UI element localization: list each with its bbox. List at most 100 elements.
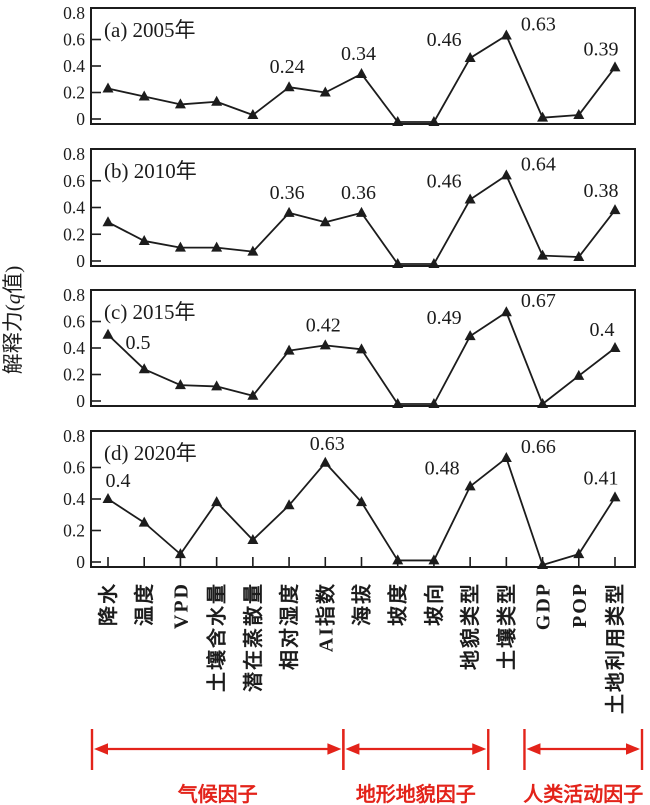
x-category-label: 土壤含水量 [205,582,229,692]
data-point-marker [573,250,585,261]
panel-a-frame [90,7,636,125]
data-point-marker [319,216,331,227]
data-point-marker [138,516,150,527]
x-category-label: 海拔 [350,582,374,626]
data-point-marker [464,52,476,63]
x-category-label: 温度 [132,582,156,626]
y-tick-label: 0.4 [63,56,85,76]
group-arrow-head-left [345,743,360,755]
data-point-marker [102,216,114,227]
data-point-marker [283,344,295,355]
y-tick-label: 0.6 [63,171,85,191]
data-point-marker [319,86,331,97]
value-annotation: 0.36 [270,182,305,204]
data-point-marker [211,380,223,391]
y-axis-title: 解释力(q值) [1,266,25,375]
y-tick-label: 0.2 [63,83,85,103]
x-category-label: 相对湿度 [277,582,301,670]
y-tick-label: 0.8 [63,285,85,305]
data-point-marker [247,245,259,256]
x-category-label: 土壤类型 [494,582,518,670]
value-annotation: 0.42 [306,314,341,336]
data-point-marker [211,95,223,106]
data-point-marker [573,548,585,559]
data-point-marker [609,491,621,502]
data-point-marker [428,116,440,126]
data-point-marker [537,398,549,408]
value-annotation: 0.64 [521,153,556,175]
x-category-label: GDP [533,582,555,630]
value-annotation: 0.41 [584,467,619,489]
value-annotation: 0.66 [521,436,556,458]
data-point-marker [319,339,331,350]
data-point-marker [500,452,512,463]
panel-b-title: (b) 2010年 [104,159,197,183]
data-point-marker [138,363,150,374]
data-point-marker [102,328,114,339]
x-category-label: VPD [170,582,192,629]
data-point-marker [500,306,512,317]
x-category-label: AI指数 [313,582,337,652]
data-point-marker [428,258,440,268]
y-tick-label: 0.4 [63,338,85,358]
data-point-marker [500,29,512,40]
y-axis-title-var: q [1,293,25,304]
group-arrow-head-right [327,743,342,755]
x-category-label: 降水 [96,582,120,626]
value-annotation: 0.48 [425,457,460,479]
factor-group-label: 地形地貌因子 [356,782,476,805]
data-point-marker [428,398,440,408]
y-tick-label: 0 [76,391,85,411]
value-annotation: 0.63 [310,433,345,455]
data-point-marker [247,389,259,400]
data-point-marker [174,98,186,109]
y-axis-title-prefix: 解释力( [1,304,25,374]
data-point-marker [247,109,259,120]
data-point-marker [573,369,585,380]
group-arrow-head-right [472,743,487,755]
data-point-marker [283,81,295,92]
y-axis-title-suffix: 值) [1,266,25,294]
group-arrow-head-left [94,743,108,755]
data-point-marker [392,398,404,408]
value-annotation: 0.34 [341,43,376,65]
data-point-marker [319,456,331,467]
y-tick-label: 0.4 [63,198,85,218]
data-point-marker [500,169,512,180]
data-point-marker [392,116,404,126]
panel-c-frame [90,289,636,407]
factor-group-label: 人类活动因子 [523,783,643,805]
y-tick-label: 0.8 [63,426,85,446]
value-annotation: 0.5 [126,332,151,354]
x-category-label: 坡向 [422,582,446,626]
value-annotation: 0.4 [106,470,131,492]
data-point-marker [609,61,621,72]
data-point-marker [464,330,476,341]
value-annotation: 0.49 [427,307,462,329]
y-tick-label: 0.6 [63,30,85,50]
data-point-marker [609,204,621,215]
panel-a-title: (a) 2005年 [104,18,196,42]
data-point-marker [537,249,549,260]
data-series-line [107,457,616,566]
group-arrow-head-right [626,743,640,755]
y-tick-label: 0.4 [63,489,85,509]
y-tick-label: 0.6 [63,312,85,332]
y-tick-label: 0.2 [63,365,85,385]
data-series-line [107,311,616,405]
x-category-label: 潜在蒸散量 [241,582,265,692]
data-point-marker [356,206,367,217]
y-tick-label: 0.8 [63,144,85,164]
value-annotation: 0.46 [427,29,462,51]
y-tick-label: 0.6 [63,458,85,478]
value-annotation: 0.63 [521,14,556,36]
value-annotation: 0.4 [590,319,615,341]
value-annotation: 0.67 [521,290,556,312]
data-point-marker [138,234,150,245]
data-point-marker [356,496,367,507]
y-tick-label: 0 [76,109,85,129]
data-point-marker [247,533,259,544]
y-tick-label: 0 [76,251,85,271]
data-point-marker [464,193,476,204]
